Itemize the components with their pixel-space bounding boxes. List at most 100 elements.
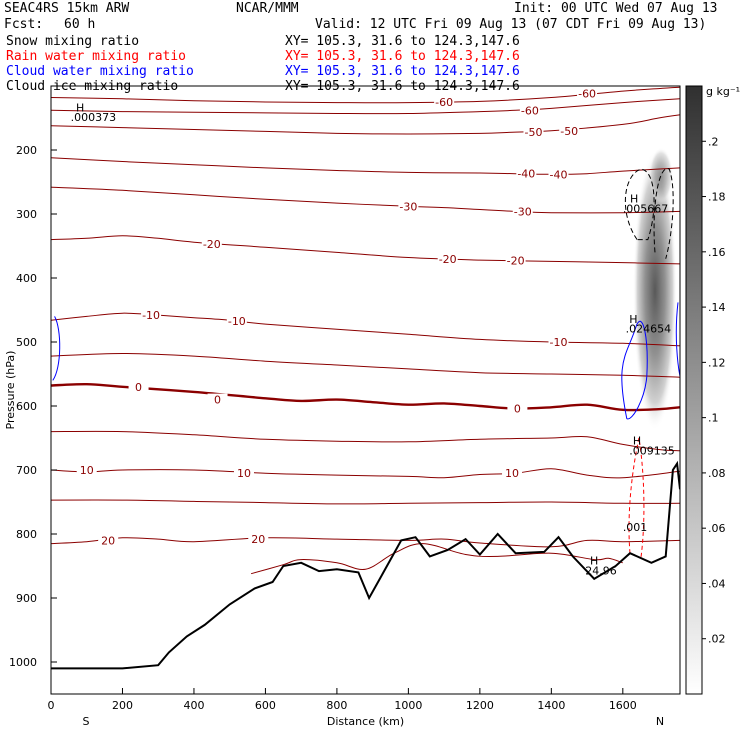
colorbar-tick-label: .02 (708, 633, 726, 646)
extremum-label: H (590, 555, 598, 568)
field-name-snow: Snow mixing ratio (6, 34, 140, 49)
y-tick-label: 500 (16, 336, 37, 349)
x-tick-label: 800 (326, 699, 347, 712)
x-tick-label: 1200 (466, 699, 494, 712)
contour-label-bg (141, 309, 162, 322)
colorbar-tick-label: .04 (708, 577, 726, 590)
contour-label-bg (505, 254, 526, 267)
contour-label-bg (507, 402, 528, 415)
contour-label: 0 (514, 403, 521, 416)
temperature-contour-line (51, 114, 680, 135)
contour-label-bg (519, 104, 540, 117)
init-time: Init: 00 UTC Wed 07 Aug 13 (514, 1, 718, 16)
cloud-water-edge-contour (675, 302, 680, 377)
contour-label-bg (248, 533, 269, 546)
cloud-ice-shading (632, 147, 677, 431)
contour-label-bg (226, 314, 247, 327)
field-xy-snow: XY= 105.3, 31.6 to 124.3,147.6 (285, 34, 520, 49)
cloud-contours (52, 168, 680, 560)
colorbar-ramp (685, 85, 703, 695)
y-tick-label: 600 (16, 400, 37, 413)
contour-label-bg (128, 380, 149, 393)
y-tick-label: 300 (16, 208, 37, 221)
contour-label: 20 (101, 534, 115, 547)
temperature-contour-line (51, 157, 680, 175)
cloud-ice-upper-shading (648, 147, 673, 204)
extremum-label: .009135 (629, 445, 675, 458)
contour-label: -60 (521, 104, 539, 117)
temperature-contour-line (51, 186, 680, 214)
north-label: N (656, 715, 664, 728)
snow-contour (624, 168, 655, 241)
forecast-label: Fcst: (4, 17, 44, 32)
x-axis-label: Distance (km) (327, 715, 404, 728)
model-title: SEAC4RS 15km ARW (4, 1, 130, 16)
contour-label: -60 (435, 96, 453, 109)
contour-label: -50 (524, 126, 542, 139)
temperature-contours: -60 -60 -60 -50 -50 -40 -40 -30 -30 -20 -20 -20 -10 -… (51, 86, 680, 575)
temperature-contour-line (51, 468, 680, 479)
rain-water-contour (628, 437, 645, 560)
colorbar-tick-label: .18 (708, 191, 726, 204)
contour-label: -60 (578, 88, 596, 101)
contour-label: -30 (399, 200, 417, 213)
temperature-contour-line (51, 86, 680, 104)
colorbar-tick-label: .14 (708, 301, 726, 314)
contour-label-bg (559, 124, 580, 137)
contour-label-bg (548, 168, 569, 181)
snow-contour-inner (653, 168, 674, 259)
contour-label-bg (398, 200, 419, 213)
contour-label: -10 (228, 315, 246, 328)
forecast-hours: 60 h (64, 17, 96, 32)
x-tick-label: 400 (183, 699, 204, 712)
contour-label-bg (76, 464, 97, 476)
temperature-contour-line (51, 499, 680, 505)
contour-label: -50 (560, 125, 578, 138)
cloud-water-contour (621, 321, 648, 420)
extremum-label: H (630, 192, 638, 205)
y-tick-label: 800 (16, 528, 37, 541)
axes: 0 200 400 600 800 1000 1200 1400 160020030040050… (4, 85, 681, 728)
temperature-contour-line (51, 430, 680, 452)
contour-label: -40 (550, 168, 568, 181)
x-tick-label: 1000 (394, 699, 422, 712)
extremum-label: H (76, 102, 84, 115)
contour-label: -10 (550, 336, 568, 349)
contour-label: 10 (237, 467, 251, 480)
y-tick-label: 200 (16, 144, 37, 157)
contour-label: 10 (80, 464, 94, 477)
x-tick-label: 0 (48, 699, 55, 712)
field-xy-rain: XY= 105.3, 31.6 to 124.3,147.6 (285, 49, 520, 64)
temperature-contour-line (250, 543, 623, 575)
colorbar-unit: g kg⁻¹ (706, 85, 740, 98)
contour-label: -30 (514, 205, 532, 218)
extremum-label: .005667 (623, 203, 669, 216)
colorbar-tick-label: .12 (708, 356, 726, 369)
temperature-contour-line (51, 382, 680, 412)
terrain-line (51, 460, 680, 670)
field-xy-cloud-water: XY= 105.3, 31.6 to 124.3,147.6 (285, 64, 520, 79)
colorbar-tick-label: .06 (708, 522, 726, 535)
contour-label-bg (512, 205, 533, 218)
contour-label-bg (577, 87, 598, 100)
plot-frame (50, 85, 681, 695)
terrain (51, 460, 680, 670)
contour-label-bg (523, 126, 544, 139)
contour-label-bg (434, 96, 455, 108)
colorbar-tick-label: .2 (708, 135, 719, 148)
contour-label-bg (437, 252, 458, 265)
contour-label: -20 (439, 253, 457, 266)
extremum-label: H (633, 434, 641, 447)
contour-label: -20 (507, 255, 525, 268)
extremum-label: .000373 (71, 111, 117, 124)
extremum-label: 24.96 (585, 564, 617, 577)
contour-label-bg (548, 336, 569, 348)
contour-label-bg (98, 534, 119, 547)
annotations: H.000373H.005667H.024654H.009135.001H24.… (71, 102, 675, 578)
y-axis-label: Pressure (hPa) (4, 351, 17, 430)
x-tick-label: 1600 (609, 699, 637, 712)
contour-label-bg (516, 167, 537, 180)
x-tick-label: 600 (255, 699, 276, 712)
x-tick-label: 1400 (537, 699, 565, 712)
